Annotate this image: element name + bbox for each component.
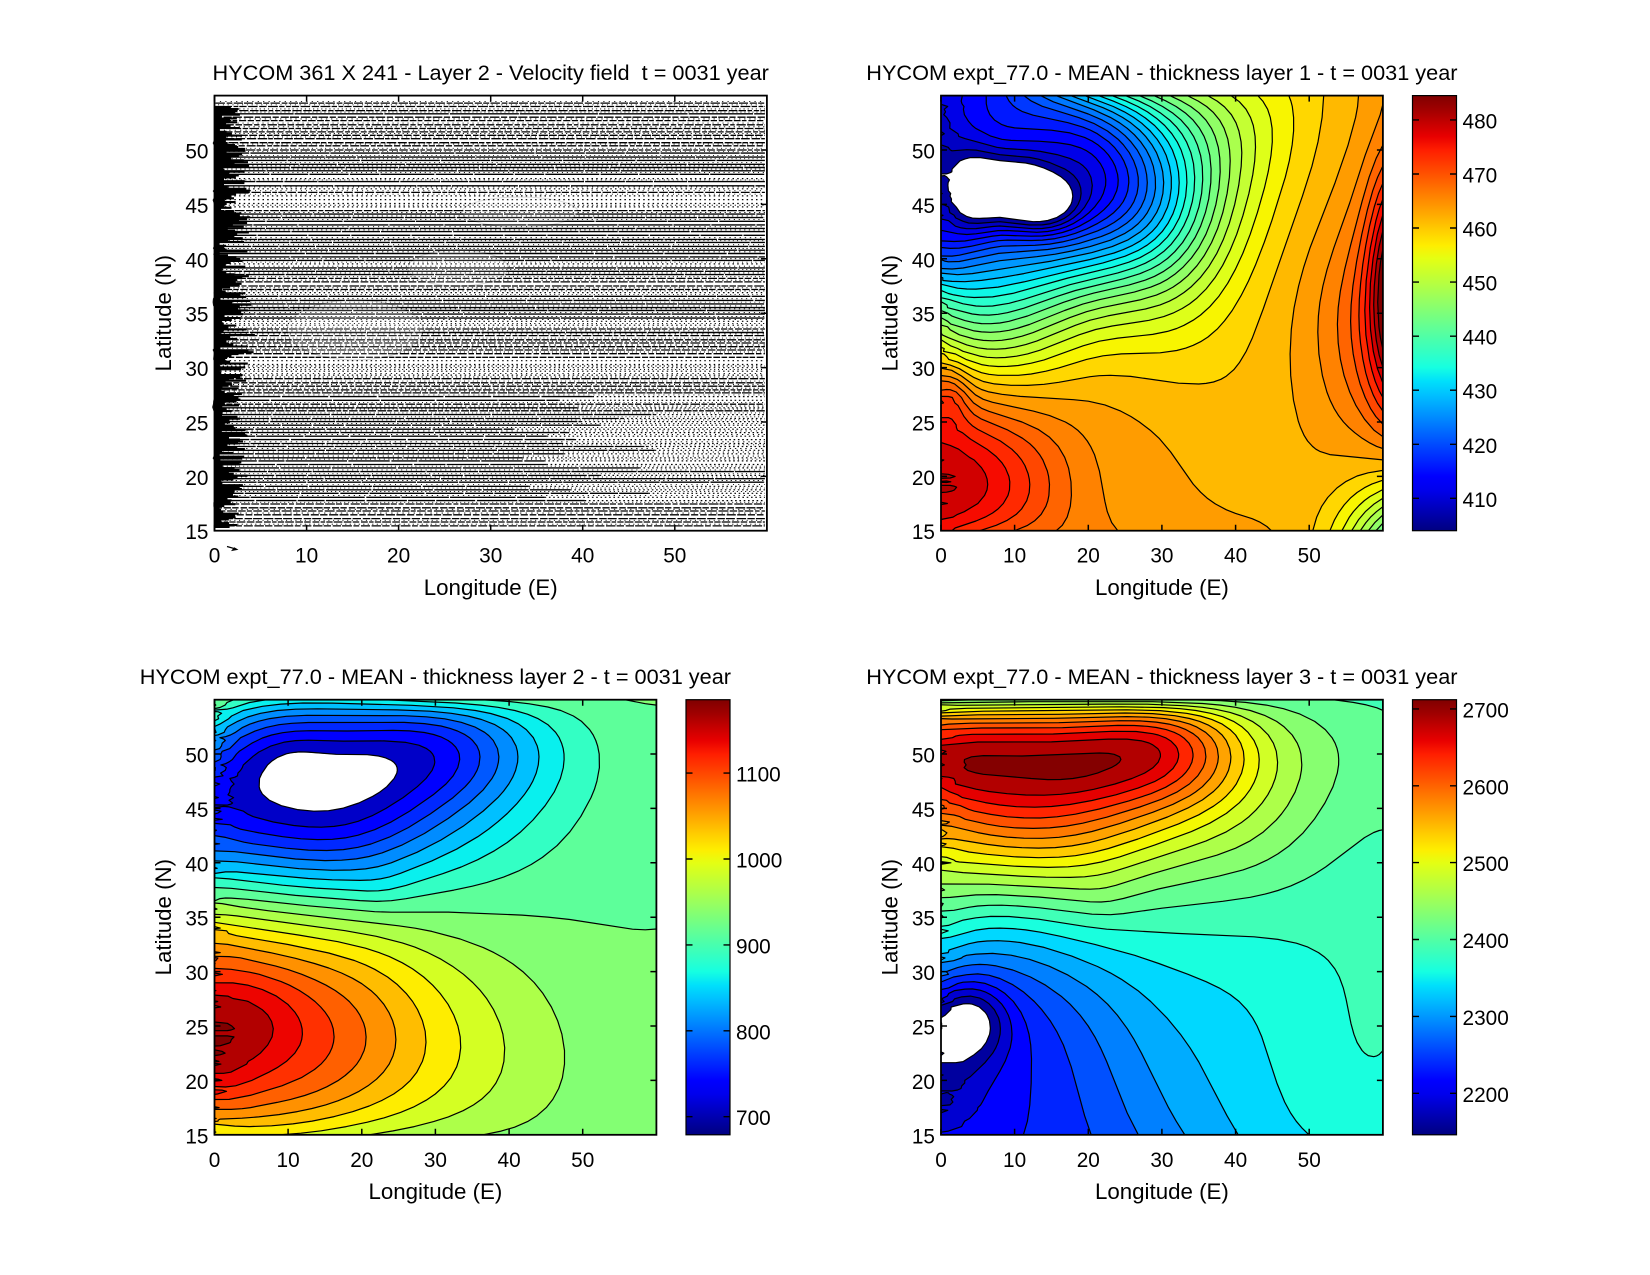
- svg-text:50: 50: [1298, 545, 1321, 568]
- svg-text:2200: 2200: [1463, 1084, 1509, 1107]
- svg-text:25: 25: [185, 413, 208, 436]
- svg-text:40: 40: [1224, 1149, 1247, 1172]
- svg-text:40: 40: [912, 249, 935, 272]
- svg-text:430: 430: [1463, 381, 1498, 404]
- svg-text:35: 35: [185, 908, 208, 931]
- svg-text:470: 470: [1463, 165, 1498, 188]
- svg-text:40: 40: [912, 853, 935, 876]
- svg-text:450: 450: [1463, 273, 1498, 296]
- svg-text:0: 0: [935, 545, 947, 568]
- svg-text:20: 20: [185, 1071, 208, 1094]
- svg-text:45: 45: [912, 799, 935, 822]
- svg-text:15: 15: [912, 1125, 935, 1148]
- svg-text:20: 20: [350, 1149, 373, 1172]
- svg-text:20: 20: [185, 467, 208, 490]
- svg-text:10: 10: [277, 1149, 300, 1172]
- svg-text:10: 10: [1003, 1149, 1026, 1172]
- svg-text:410: 410: [1463, 489, 1498, 512]
- svg-text:Latitude (N): Latitude (N): [151, 859, 176, 976]
- svg-text:0: 0: [209, 545, 221, 568]
- svg-text:HYCOM 361 X 241 - Layer 2 - Ve: HYCOM 361 X 241 - Layer 2 - Velocity fie…: [213, 60, 769, 85]
- svg-text:1100: 1100: [736, 764, 781, 787]
- svg-text:15: 15: [185, 521, 208, 544]
- svg-text:0: 0: [209, 1149, 221, 1172]
- svg-text:2300: 2300: [1463, 1007, 1509, 1030]
- svg-text:700: 700: [736, 1107, 771, 1130]
- svg-text:HYCOM expt_77.0 - MEAN - thick: HYCOM expt_77.0 - MEAN - thickness layer…: [140, 664, 731, 689]
- svg-text:30: 30: [1150, 545, 1173, 568]
- svg-text:30: 30: [912, 962, 935, 985]
- svg-text:HYCOM expt_77.0 - MEAN - thick: HYCOM expt_77.0 - MEAN - thickness layer…: [866, 664, 1457, 689]
- svg-text:40: 40: [1224, 545, 1247, 568]
- svg-text:40: 40: [185, 853, 208, 876]
- svg-text:Longitude (E): Longitude (E): [424, 575, 558, 600]
- svg-text:10: 10: [295, 545, 318, 568]
- svg-text:800: 800: [736, 1021, 771, 1044]
- svg-text:440: 440: [1463, 327, 1498, 350]
- svg-text:30: 30: [185, 962, 208, 985]
- svg-text:Latitude (N): Latitude (N): [878, 255, 903, 372]
- svg-text:50: 50: [912, 141, 935, 164]
- svg-text:35: 35: [185, 304, 208, 327]
- svg-text:Longitude (E): Longitude (E): [1095, 575, 1229, 600]
- svg-text:480: 480: [1463, 110, 1498, 133]
- svg-text:50: 50: [185, 141, 208, 164]
- svg-text:Latitude (N): Latitude (N): [151, 255, 176, 372]
- svg-text:20: 20: [912, 467, 935, 490]
- svg-text:HYCOM expt_77.0 - MEAN - thick: HYCOM expt_77.0 - MEAN - thickness layer…: [866, 60, 1457, 85]
- svg-text:20: 20: [387, 545, 410, 568]
- svg-text:0: 0: [935, 1149, 947, 1172]
- svg-text:15: 15: [185, 1125, 208, 1148]
- svg-text:45: 45: [912, 195, 935, 218]
- svg-text:2600: 2600: [1463, 776, 1509, 799]
- svg-text:420: 420: [1463, 435, 1498, 458]
- svg-text:460: 460: [1463, 219, 1498, 242]
- svg-text:25: 25: [912, 413, 935, 436]
- svg-text:20: 20: [1077, 1149, 1100, 1172]
- svg-text:30: 30: [185, 358, 208, 381]
- svg-text:35: 35: [912, 908, 935, 931]
- svg-text:10: 10: [1003, 545, 1026, 568]
- svg-text:2700: 2700: [1463, 699, 1509, 722]
- svg-text:30: 30: [912, 358, 935, 381]
- svg-text:Latitude (N): Latitude (N): [878, 859, 903, 976]
- svg-text:40: 40: [498, 1149, 521, 1172]
- svg-text:Longitude (E): Longitude (E): [368, 1179, 502, 1204]
- svg-text:50: 50: [663, 545, 686, 568]
- svg-text:25: 25: [912, 1017, 935, 1040]
- svg-text:2400: 2400: [1463, 930, 1509, 953]
- svg-text:25: 25: [185, 1017, 208, 1040]
- svg-text:50: 50: [571, 1149, 594, 1172]
- svg-text:900: 900: [736, 935, 771, 958]
- svg-text:35: 35: [912, 304, 935, 327]
- svg-text:Longitude (E): Longitude (E): [1095, 1179, 1229, 1204]
- svg-text:20: 20: [912, 1071, 935, 1094]
- svg-text:2500: 2500: [1463, 853, 1509, 876]
- svg-text:50: 50: [1298, 1149, 1321, 1172]
- svg-text:20: 20: [1077, 545, 1100, 568]
- svg-text:50: 50: [185, 745, 208, 768]
- svg-text:1000: 1000: [736, 850, 782, 873]
- svg-text:40: 40: [571, 545, 594, 568]
- svg-text:30: 30: [1150, 1149, 1173, 1172]
- svg-text:15: 15: [912, 521, 935, 544]
- svg-text:45: 45: [185, 799, 208, 822]
- svg-text:50: 50: [912, 745, 935, 768]
- svg-text:30: 30: [479, 545, 502, 568]
- svg-text:30: 30: [424, 1149, 447, 1172]
- svg-text:45: 45: [185, 195, 208, 218]
- svg-text:40: 40: [185, 249, 208, 272]
